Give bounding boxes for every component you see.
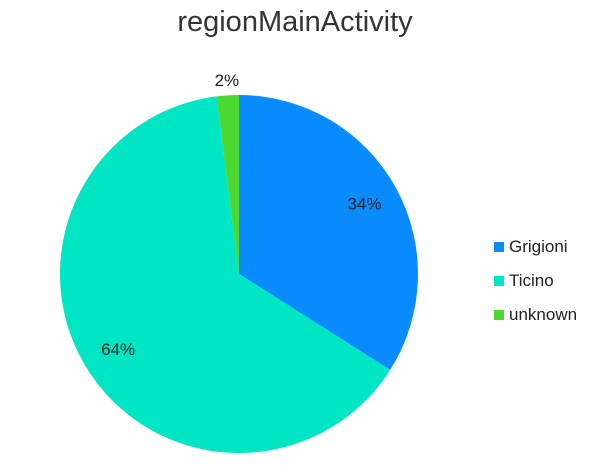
- pie-slice-unknown: [216, 95, 239, 274]
- slice-label-grigioni: 34%: [347, 194, 381, 213]
- legend-swatch: [494, 276, 504, 286]
- chart-title: regionMainActivity: [177, 6, 413, 38]
- slice-label-ticino: 64%: [101, 340, 135, 359]
- pie-slice-ticino: [59, 96, 391, 453]
- legend-item-unknown[interactable]: unknown: [494, 298, 577, 332]
- legend: Grigioni Ticino unknown: [494, 230, 577, 332]
- legend-label: unknown: [509, 305, 578, 324]
- legend-swatch: [494, 310, 504, 320]
- slice-label-unknown: 2%: [215, 71, 240, 90]
- legend-label: Grigioni: [509, 237, 568, 256]
- legend-label: Ticino: [509, 271, 554, 290]
- legend-item-ticino[interactable]: Ticino: [494, 264, 577, 298]
- legend-swatch: [494, 242, 504, 252]
- pie-slice-grigioni: [239, 95, 418, 370]
- legend-item-grigioni[interactable]: Grigioni: [494, 230, 577, 264]
